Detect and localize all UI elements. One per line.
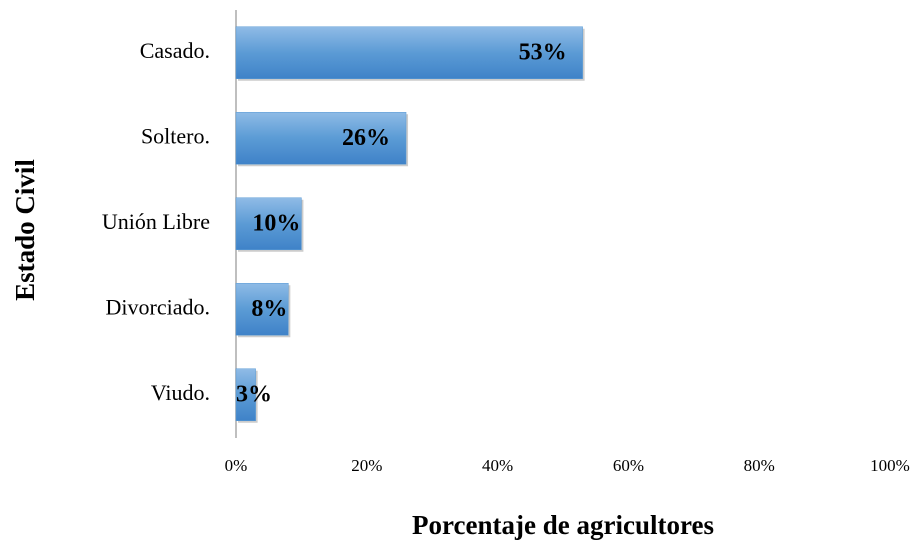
bar — [235, 368, 256, 421]
value-label: 53% — [519, 39, 567, 65]
x-tick-label: 60% — [613, 456, 644, 475]
x-tick-label: 40% — [482, 456, 513, 475]
x-tick-label: 80% — [744, 456, 775, 475]
y-axis-title: Estado Civil — [10, 159, 40, 301]
x-tick-label: 20% — [351, 456, 382, 475]
bar — [235, 26, 583, 79]
y-tick-label: Unión Libre — [102, 209, 210, 234]
y-tick-label: Viudo. — [151, 380, 210, 405]
bar — [235, 283, 289, 336]
bar — [235, 112, 407, 165]
y-tick-label: Casado. — [140, 38, 210, 63]
x-tick-label: 100% — [870, 456, 910, 475]
value-label: 10% — [252, 210, 300, 236]
value-label: 26% — [342, 125, 390, 151]
x-tick-label: 0% — [225, 456, 248, 475]
bar — [235, 197, 302, 250]
x-axis-title: Porcentaje de agricultores — [412, 510, 714, 540]
y-tick-label: Soltero. — [141, 123, 210, 148]
value-label: 8% — [251, 296, 287, 322]
y-tick-label: Divorciado. — [106, 294, 210, 319]
value-label: 3% — [236, 381, 272, 407]
